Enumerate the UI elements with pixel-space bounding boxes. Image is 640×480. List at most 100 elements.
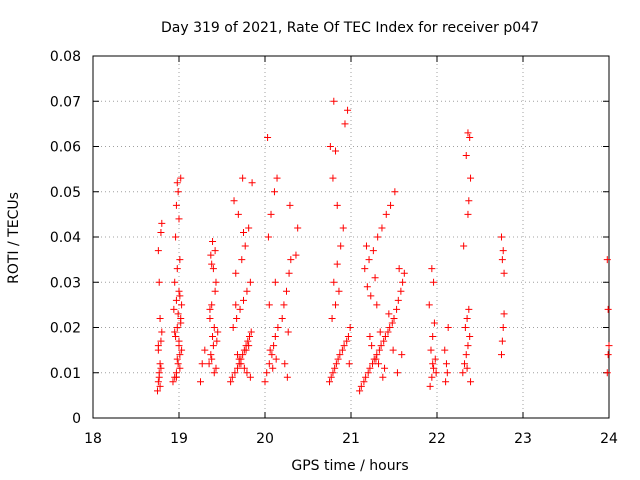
y-axis: 0 0.01 0.02 0.03 0.04 0.05 0.06 0.07 0.08 (50, 49, 609, 427)
data-point (269, 364, 277, 372)
data-point (426, 382, 434, 390)
data-point (156, 360, 164, 368)
data-point (177, 174, 185, 182)
data-point (175, 215, 183, 223)
data-point (427, 346, 435, 354)
data-point (211, 287, 219, 295)
x-axis: 18 19 20 21 22 23 24 (84, 56, 618, 447)
y-tick-label: 0.05 (50, 185, 81, 201)
data-point (158, 328, 166, 336)
data-point (340, 342, 348, 350)
data-point (362, 373, 370, 381)
data-point (333, 260, 341, 268)
data-point (400, 269, 408, 277)
data-point (157, 228, 165, 236)
data-point (178, 346, 186, 354)
data-point (197, 378, 204, 386)
data-point (384, 328, 392, 336)
data-point (397, 287, 405, 295)
data-point (271, 278, 279, 286)
data-point (343, 337, 351, 345)
data-point (387, 201, 395, 209)
data-point (209, 238, 217, 246)
data-point (380, 337, 388, 345)
data-point (246, 278, 254, 286)
data-point (464, 129, 472, 137)
y-tick-label: 0.02 (50, 321, 81, 337)
y-axis-label: ROTI / TECUs (6, 192, 22, 284)
data-point (344, 333, 352, 341)
data-point (236, 305, 244, 313)
data-point (332, 360, 340, 368)
data-point (329, 369, 337, 377)
data-point (201, 346, 209, 354)
data-point (466, 333, 474, 341)
data-point (373, 351, 381, 359)
data-point (245, 342, 253, 350)
data-point (234, 210, 242, 218)
data-point (327, 373, 335, 381)
x-tick-label: 18 (84, 431, 102, 447)
data-point (267, 210, 275, 218)
data-point (170, 305, 178, 313)
data-point (154, 378, 162, 386)
data-point (245, 224, 253, 232)
x-tick-label: 24 (600, 431, 618, 447)
y-tick-label: 0.01 (50, 366, 81, 382)
x-tick-label: 20 (256, 431, 274, 447)
data-point (248, 179, 256, 187)
data-point (231, 369, 239, 377)
data-point (229, 324, 237, 331)
data-point (382, 210, 390, 218)
y-tick-label: 0 (72, 411, 81, 427)
data-point (242, 346, 250, 354)
data-point (361, 265, 369, 273)
data-point (332, 147, 340, 155)
data-point (233, 364, 241, 372)
data-point (158, 219, 166, 227)
data-point (264, 133, 272, 141)
data-point (379, 373, 387, 381)
data-point (428, 265, 436, 273)
data-point (294, 224, 302, 232)
data-point (156, 314, 164, 322)
y-tick-label: 0.03 (50, 275, 81, 291)
data-point (385, 310, 393, 318)
data-point (391, 188, 399, 196)
data-point (273, 174, 281, 182)
data-point (499, 247, 507, 255)
x-tick-label: 23 (514, 431, 532, 447)
data-point (157, 337, 165, 345)
data-point (500, 310, 508, 318)
data-point (154, 342, 162, 350)
data-point (266, 346, 274, 354)
data-point (345, 360, 353, 368)
data-point (270, 342, 278, 350)
data-point (243, 287, 251, 295)
data-point (227, 378, 235, 386)
data-point (332, 301, 340, 309)
data-point (467, 174, 475, 182)
data-point (336, 351, 344, 359)
data-point (283, 287, 290, 295)
data-point (247, 328, 255, 336)
data-point (265, 301, 273, 309)
data-point (467, 378, 475, 386)
data-point (265, 360, 273, 368)
data-point (287, 256, 295, 264)
data-point (498, 351, 505, 359)
data-point (205, 360, 213, 368)
data-point (498, 256, 506, 264)
data-point (330, 278, 338, 286)
data-point (369, 247, 377, 255)
data-point (209, 333, 217, 341)
y-tick-label: 0.06 (50, 140, 81, 156)
data-point (603, 369, 611, 377)
data-point (240, 364, 248, 372)
x-tick-label: 22 (428, 431, 446, 447)
data-point (356, 387, 364, 395)
data-point (154, 247, 162, 255)
data-point (466, 133, 474, 141)
data-point (172, 373, 180, 381)
data-point (173, 265, 181, 273)
